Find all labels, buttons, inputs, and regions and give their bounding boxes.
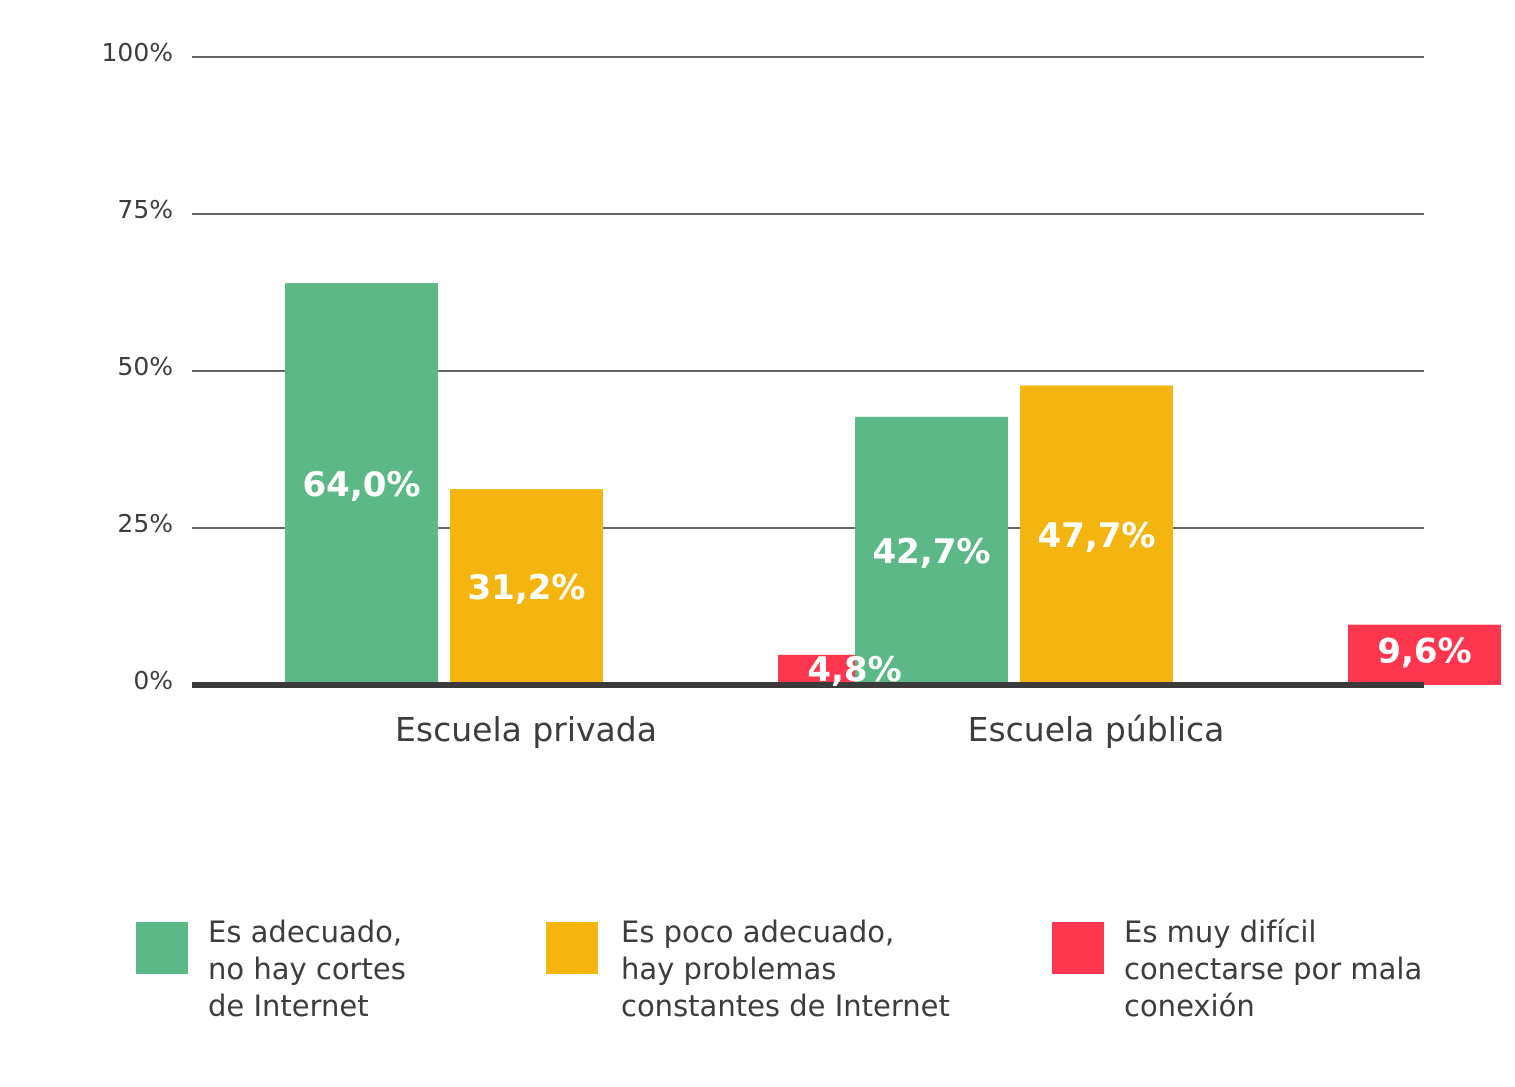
- data-label: 31,2%: [468, 568, 586, 608]
- bar-0-0: [285, 283, 438, 685]
- category-label: Escuela pública: [968, 710, 1225, 749]
- legend-label: Es adecuado, no hay cortes de Internet: [208, 915, 406, 1023]
- data-label: 42,7%: [873, 532, 991, 572]
- data-label: 4,8%: [807, 650, 901, 690]
- bar-1-2: [1348, 624, 1501, 685]
- y-tick-label: 0%: [133, 666, 173, 695]
- legend-swatch: [1052, 922, 1104, 974]
- legend-swatch: [546, 922, 598, 974]
- legend-label: Es muy difícil conectarse por mala conex…: [1124, 915, 1423, 1023]
- legend-item-difficult: Es muy difícil conectarse por mala conex…: [1052, 915, 1422, 1025]
- y-tick-label: 50%: [117, 352, 173, 381]
- legend-swatch: [136, 922, 188, 974]
- bar-0-1: [450, 489, 603, 685]
- y-tick-label: 100%: [102, 38, 173, 67]
- bar-chart: 0% 25% 50% 75% 100% Escuela privada Escuela pú…: [102, 38, 1501, 749]
- data-label: 64,0%: [303, 465, 421, 505]
- category-label: Escuela privada: [395, 710, 657, 749]
- data-label: 9,6%: [1377, 632, 1471, 672]
- y-tick-label: 75%: [117, 195, 173, 224]
- bar-1-0: [855, 416, 1008, 685]
- data-label: 47,7%: [1038, 516, 1156, 556]
- legend-item-adequate: Es adecuado, no hay cortes de Internet: [136, 915, 406, 1025]
- bar-1-1: [1020, 385, 1173, 685]
- legend-label: Es poco adecuado, hay problemas constant…: [621, 915, 950, 1023]
- legend-item-poor: Es poco adecuado, hay problemas constant…: [546, 915, 950, 1025]
- y-tick-label: 25%: [117, 509, 173, 538]
